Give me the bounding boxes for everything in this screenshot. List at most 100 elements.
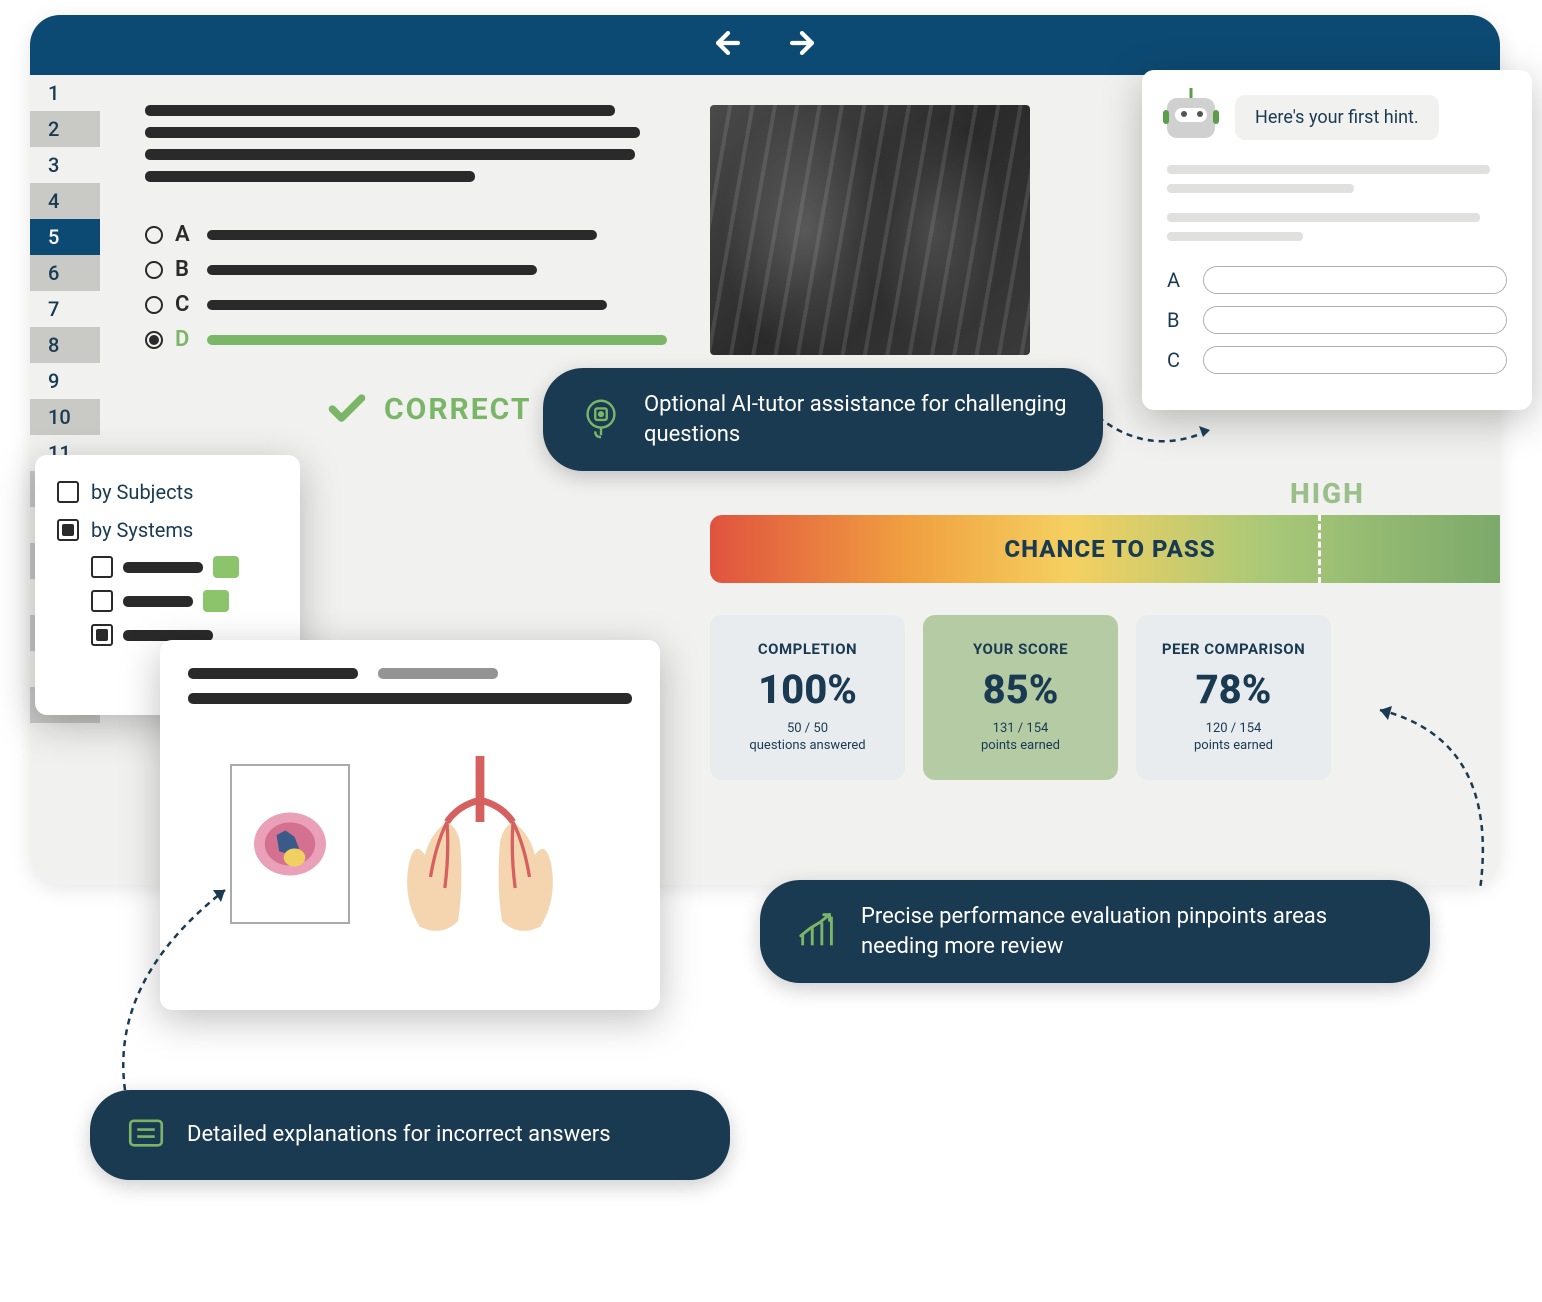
tutor-option-pill[interactable]	[1203, 346, 1507, 374]
chart-trend-icon	[795, 907, 841, 957]
answer-text-bar	[207, 265, 537, 275]
question-nav-item[interactable]: 10	[30, 399, 100, 435]
chance-label: CHANCE TO PASS	[1004, 535, 1215, 563]
stat-value: 78%	[1196, 666, 1272, 713]
explanation-title	[188, 668, 358, 679]
diagram-detail-box	[230, 764, 350, 924]
stat-sub: 50 / 50questions answered	[749, 721, 865, 755]
stat-sub: 131 / 154points earned	[981, 721, 1060, 755]
brain-chip-icon	[578, 395, 624, 445]
ai-tutor-card: Here's your first hint. ABC	[1142, 70, 1532, 410]
radio-icon[interactable]	[145, 226, 163, 244]
filter-label: by Systems	[91, 518, 193, 542]
answer-text-bar	[207, 230, 597, 240]
filter-label: by Subjects	[91, 480, 193, 504]
bot-icon	[1167, 98, 1215, 138]
tutor-answer-option[interactable]: B	[1167, 306, 1507, 334]
filter-by-subjects[interactable]: by Subjects	[57, 480, 278, 504]
correct-label-text: CORRECT	[384, 392, 531, 427]
question-nav-item[interactable]: 5	[30, 219, 100, 255]
filter-sub-label	[123, 596, 193, 607]
checkbox-icon[interactable]	[91, 624, 113, 646]
completion-card: COMPLETION 100% 50 / 50questions answere…	[710, 615, 905, 780]
hint-text-line	[1167, 184, 1354, 193]
question-text-line	[145, 171, 475, 182]
callout-text: Optional AI-tutor assistance for challen…	[644, 390, 1068, 449]
hint-bubble: Here's your first hint.	[1235, 95, 1439, 140]
tutor-option-letter: A	[1167, 268, 1185, 292]
answer-letter: A	[175, 222, 195, 247]
question-nav-item[interactable]: 6	[30, 255, 100, 291]
filter-sub-item[interactable]	[91, 556, 278, 578]
checkbox-icon[interactable]	[91, 556, 113, 578]
answer-letter: D	[175, 327, 195, 352]
status-chip	[213, 556, 239, 578]
callout-performance: Precise performance evaluation pinpoints…	[760, 880, 1430, 983]
answer-option[interactable]: B	[145, 257, 675, 282]
filter-sub-label	[123, 562, 203, 573]
tutor-option-pill[interactable]	[1203, 306, 1507, 334]
peer-card: PEER COMPARISON 78% 120 / 154points earn…	[1136, 615, 1331, 780]
explanation-subtitle	[378, 668, 498, 679]
prev-arrow-icon[interactable]	[711, 26, 745, 64]
hint-text-line	[1167, 213, 1480, 222]
bronchus-cross-section-icon	[245, 799, 335, 889]
question-nav-item[interactable]: 3	[30, 147, 100, 183]
chance-indicator-line	[1318, 515, 1321, 583]
filter-by-systems[interactable]: by Systems	[57, 518, 278, 542]
stat-sub: 120 / 154points earned	[1194, 721, 1273, 755]
next-arrow-icon[interactable]	[785, 26, 819, 64]
explanation-card	[160, 640, 660, 1010]
tutor-answer-option[interactable]: A	[1167, 266, 1507, 294]
explanation-text-line	[188, 693, 632, 704]
question-text-line	[145, 127, 640, 138]
callout-text: Precise performance evaluation pinpoints…	[861, 902, 1395, 961]
status-chip	[203, 590, 229, 612]
tutor-option-letter: C	[1167, 348, 1185, 372]
stat-cards: COMPLETION 100% 50 / 50questions answere…	[710, 615, 1331, 780]
question-text-line	[145, 105, 615, 116]
stat-title: COMPLETION	[758, 640, 857, 658]
chance-level-label: HIGH	[1290, 477, 1365, 510]
stat-title: YOUR SCORE	[973, 640, 1068, 658]
tutor-option-letter: B	[1167, 308, 1185, 332]
lungs-icon	[370, 734, 590, 954]
score-card: YOUR SCORE 85% 131 / 154points earned	[923, 615, 1118, 780]
tutor-options: ABC	[1167, 266, 1507, 374]
radio-icon[interactable]	[145, 296, 163, 314]
hint-text-line	[1167, 165, 1490, 174]
explanation-icon	[125, 1112, 167, 1158]
answer-option[interactable]: C	[145, 292, 675, 317]
radio-icon[interactable]	[145, 261, 163, 279]
callout-ai-tutor: Optional AI-tutor assistance for challen…	[543, 368, 1103, 471]
question-nav-item[interactable]: 9	[30, 363, 100, 399]
answer-text-bar	[207, 335, 667, 345]
tutor-answer-option[interactable]: C	[1167, 346, 1507, 374]
answer-letter: C	[175, 292, 195, 317]
question-nav-item[interactable]: 7	[30, 291, 100, 327]
question-nav-item[interactable]: 2	[30, 111, 100, 147]
checkbox-icon[interactable]	[57, 519, 79, 541]
tutor-option-pill[interactable]	[1203, 266, 1507, 294]
top-bar	[30, 15, 1500, 75]
filter-sub-label	[123, 630, 213, 641]
answer-text-bar	[207, 300, 607, 310]
explanation-diagram	[188, 734, 632, 954]
radio-icon[interactable]	[145, 331, 163, 349]
callout-text: Detailed explanations for incorrect answ…	[187, 1120, 611, 1150]
check-icon	[325, 387, 369, 431]
xray-image	[710, 105, 1030, 355]
answer-options: A B C D	[145, 222, 675, 352]
tutor-header: Here's your first hint.	[1167, 95, 1507, 140]
filter-sub-item[interactable]	[91, 590, 278, 612]
answer-option[interactable]: D	[145, 327, 675, 352]
question-nav-item[interactable]: 1	[30, 75, 100, 111]
stat-title: PEER COMPARISON	[1162, 640, 1305, 658]
checkbox-icon[interactable]	[91, 590, 113, 612]
question-nav-item[interactable]: 4	[30, 183, 100, 219]
checkbox-icon[interactable]	[57, 481, 79, 503]
question-nav-item[interactable]: 8	[30, 327, 100, 363]
chance-to-pass-bar: CHANCE TO PASS	[710, 515, 1500, 583]
answer-option[interactable]: A	[145, 222, 675, 247]
answer-letter: B	[175, 257, 195, 282]
